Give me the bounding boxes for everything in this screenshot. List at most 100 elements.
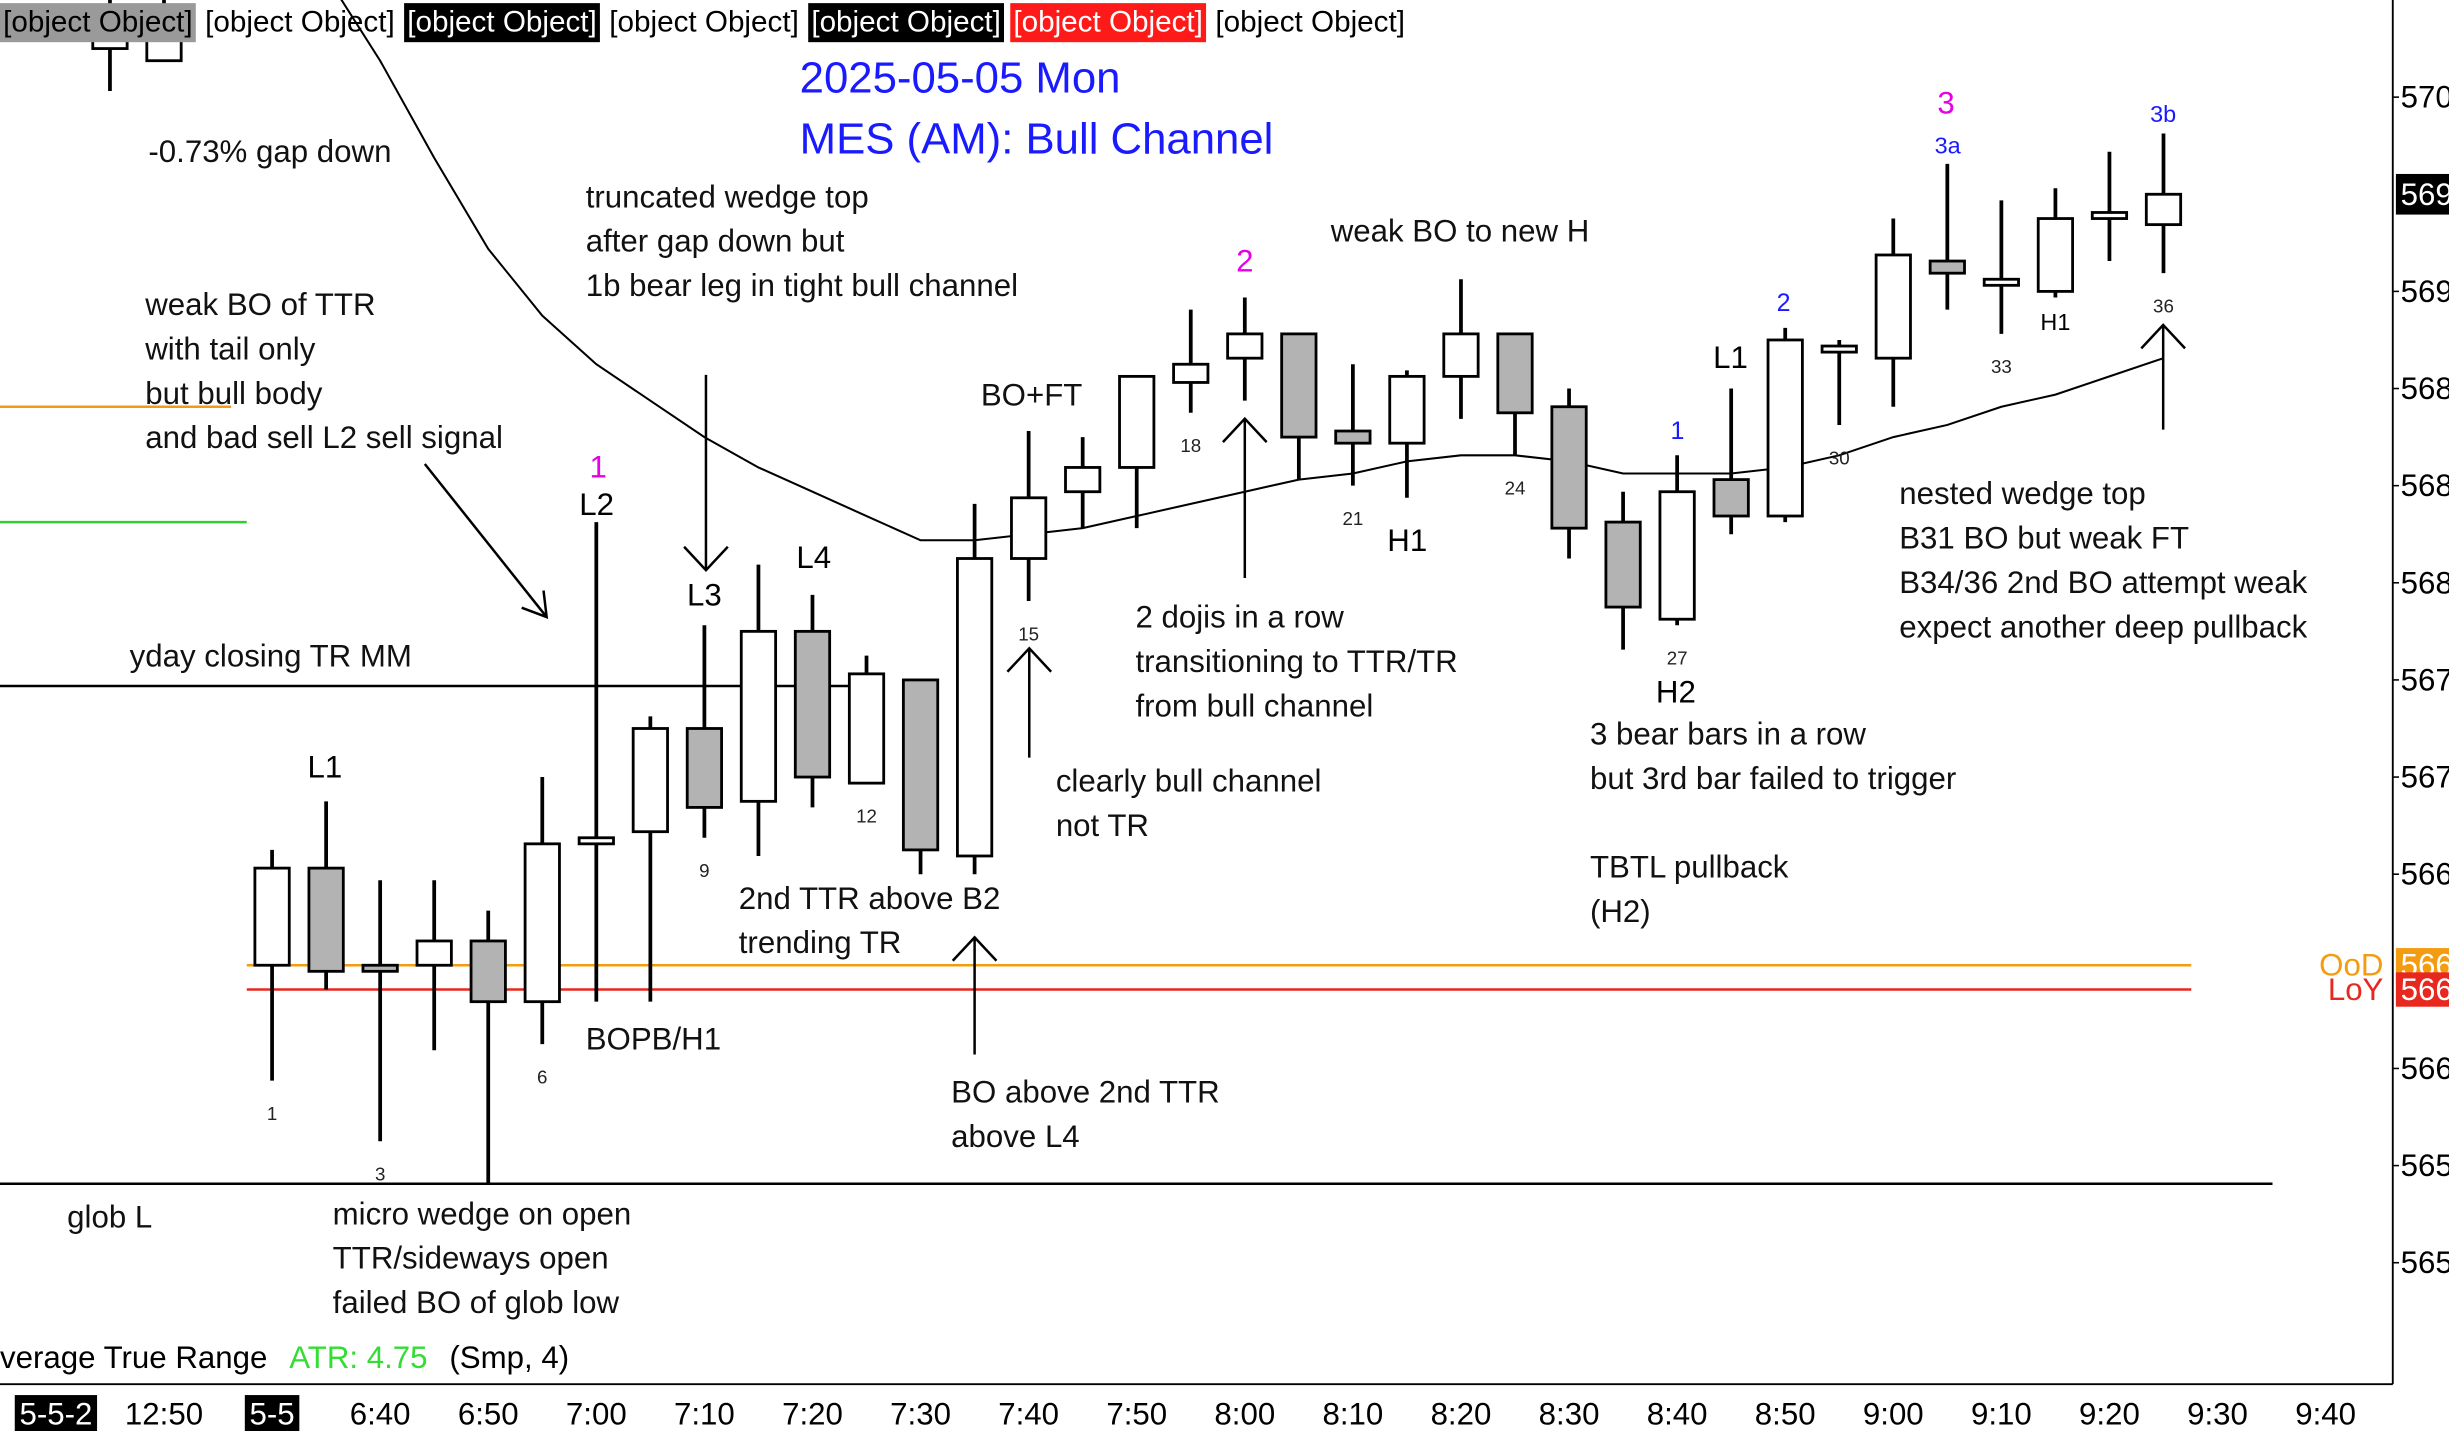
x-tick-label: 8:20 bbox=[1431, 1396, 1492, 1431]
y-tick-label: 565 bbox=[2401, 1148, 2449, 1183]
bar-marker: H1 bbox=[1387, 523, 1427, 558]
candle-body bbox=[1658, 490, 1696, 621]
bar-number: 18 bbox=[1180, 435, 1201, 456]
candle-body bbox=[2090, 211, 2129, 220]
candle-body bbox=[469, 939, 507, 1004]
annotation: BO+FT bbox=[981, 378, 1083, 413]
x-tick-label: 5-5-2 bbox=[19, 1396, 92, 1431]
candle-body bbox=[2036, 217, 2074, 293]
annotation: transitioning to TTR/TR bbox=[1135, 644, 1457, 679]
x-tick-label: 9:00 bbox=[1863, 1396, 1924, 1431]
y-tick-label: 567 bbox=[2401, 662, 2449, 697]
x-tick-label: 8:50 bbox=[1755, 1396, 1816, 1431]
annotation: after gap down but bbox=[586, 224, 845, 259]
header-box bbox=[0, 3, 196, 43]
bar-marker: L1 bbox=[307, 750, 342, 785]
y-tick-label: 570 bbox=[2401, 80, 2449, 115]
x-tick-label: 9:20 bbox=[2079, 1396, 2140, 1431]
candle-body bbox=[631, 727, 669, 834]
x-tick-label: 7:30 bbox=[890, 1396, 951, 1431]
header-item: [object Object] bbox=[407, 5, 597, 38]
x-tick-label-box bbox=[244, 1395, 300, 1431]
header-item: [object Object] bbox=[1215, 5, 1405, 38]
annotation: -0.73% gap down bbox=[148, 134, 391, 169]
bar-marker: 1 bbox=[1670, 417, 1684, 445]
x-tick-label: 7:10 bbox=[674, 1396, 735, 1431]
candle-body bbox=[1010, 496, 1048, 560]
indicator-name: verage True Range bbox=[0, 1340, 267, 1375]
bar-number: 12 bbox=[856, 805, 877, 826]
bar-number: 36 bbox=[2153, 295, 2174, 316]
candle-body bbox=[1766, 338, 1804, 518]
header-box bbox=[404, 3, 600, 43]
candle-body bbox=[1820, 344, 1858, 354]
annotation: but bull body bbox=[145, 376, 322, 411]
candle-body bbox=[307, 866, 345, 973]
candle-body bbox=[1280, 332, 1318, 439]
annotation: TBTL pullback bbox=[1590, 850, 1789, 885]
y-tick-label: 568 bbox=[2401, 468, 2449, 503]
x-tick-label: 7:40 bbox=[998, 1396, 1059, 1431]
annotation: failed BO of glob low bbox=[333, 1285, 620, 1320]
candle-body bbox=[739, 629, 778, 803]
y-tick-label: 565 bbox=[2401, 1245, 2449, 1280]
annotation: BOPB/H1 bbox=[586, 1021, 721, 1056]
candle-body bbox=[1064, 466, 1102, 494]
x-tick-label: 6:50 bbox=[458, 1396, 519, 1431]
y-tick-label: 567 bbox=[2401, 760, 2449, 795]
annotation: 2 dojis in a row bbox=[1135, 600, 1344, 635]
x-tick-label-box bbox=[14, 1395, 98, 1431]
indicator-params: (Smp, 4) bbox=[449, 1340, 569, 1375]
bar-marker: H2 bbox=[1656, 675, 1696, 710]
annotation: weak BO of TTR bbox=[144, 287, 375, 322]
candle-body bbox=[253, 866, 291, 967]
x-tick-label: 7:20 bbox=[782, 1396, 843, 1431]
candle-body bbox=[523, 842, 561, 1004]
arrow bbox=[683, 374, 729, 573]
header-item: [object Object] bbox=[1013, 5, 1203, 38]
header-box bbox=[1010, 3, 1207, 43]
annotation: clearly bull channel bbox=[1056, 764, 1322, 799]
bar-marker: H1 bbox=[2040, 309, 2070, 335]
chart-subtitle: MES (AM): Bull Channel bbox=[800, 115, 1274, 164]
x-tick-label: 6:40 bbox=[350, 1396, 411, 1431]
x-tick-label: 7:00 bbox=[566, 1396, 627, 1431]
arrow bbox=[423, 463, 549, 619]
bar-marker: L4 bbox=[796, 540, 831, 575]
candle-body bbox=[1982, 277, 2020, 287]
bar-number: 3 bbox=[375, 1164, 385, 1185]
annotation: trending TR bbox=[739, 925, 902, 960]
header-item: [object Object] bbox=[205, 5, 395, 38]
reference-price-box bbox=[2395, 972, 2449, 1007]
bar-number: 21 bbox=[1342, 508, 1363, 529]
candle-body bbox=[1226, 332, 1264, 360]
arrow bbox=[1006, 646, 1053, 758]
candle-body bbox=[361, 963, 399, 973]
bar-number: 30 bbox=[1829, 447, 1850, 468]
header: [object Object] [object Object] [object Ob… bbox=[0, 3, 1405, 43]
x-tick-label: 5-5 bbox=[250, 1396, 295, 1431]
y-tick-label: 568 bbox=[2401, 565, 2449, 600]
arrow bbox=[1222, 416, 1268, 579]
reference-label: OoD bbox=[2319, 948, 2383, 983]
annotation: and bad sell L2 sell signal bbox=[145, 420, 503, 455]
bar-marker: L3 bbox=[687, 578, 722, 613]
candle-body bbox=[685, 727, 723, 809]
arrow bbox=[951, 935, 998, 1055]
annotation: above L4 bbox=[951, 1119, 1080, 1154]
bar-number: 1 bbox=[267, 1103, 277, 1124]
candle-body bbox=[793, 629, 832, 779]
annotation: nested wedge top bbox=[1899, 476, 2146, 511]
annotation: yday closing TR MM bbox=[130, 639, 412, 674]
bar-marker: 1 bbox=[590, 450, 607, 485]
candle-body bbox=[1442, 332, 1480, 378]
x-tick-label: 8:00 bbox=[1214, 1396, 1275, 1431]
x-tick-label: 8:40 bbox=[1647, 1396, 1708, 1431]
candle-body bbox=[1172, 362, 1210, 384]
annotation: truncated wedge top bbox=[586, 179, 869, 214]
header-item: [object Object] bbox=[3, 5, 193, 38]
arrows bbox=[423, 323, 2186, 1055]
x-tick-label: 8:10 bbox=[1322, 1396, 1383, 1431]
x-tick-label: 9:40 bbox=[2295, 1396, 2356, 1431]
